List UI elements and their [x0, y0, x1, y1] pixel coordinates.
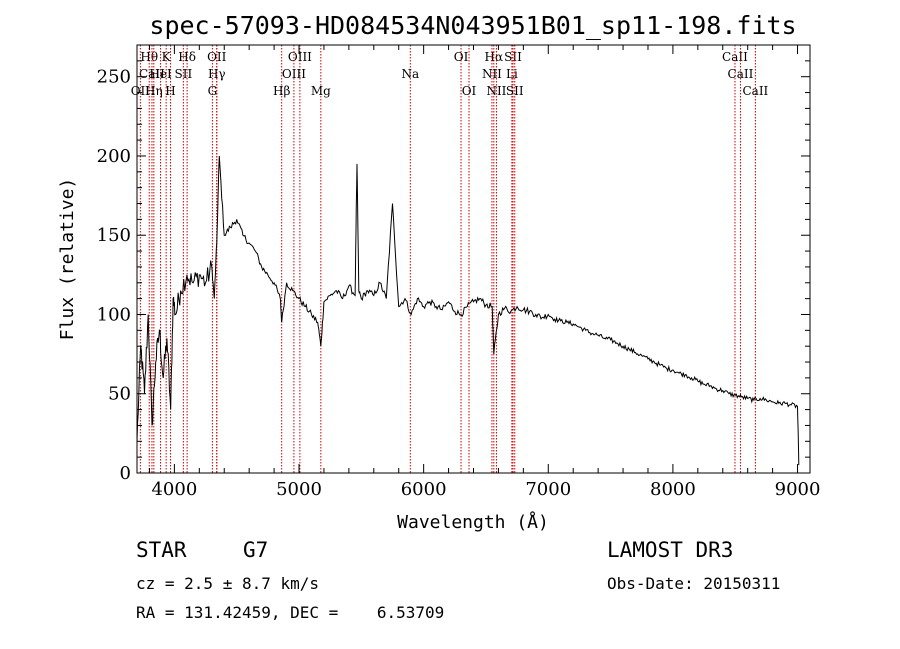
survey-name: LAMOST DR3 [607, 538, 734, 562]
spectral-line-label: HeI [149, 67, 172, 81]
x-tick-label: 4000 [151, 479, 197, 500]
spectral-line-label: SII [504, 50, 522, 64]
spectral-line-label: Hθ [140, 50, 158, 64]
flux-series-line [136, 155, 800, 466]
subclass: G7 [243, 538, 269, 562]
object-type: STAR [136, 538, 187, 562]
x-tick-label: 5000 [276, 479, 322, 500]
x-axis-label: Wavelength (Å) [397, 511, 549, 533]
x-tick-label: 8000 [650, 479, 696, 500]
axis-ticks-layer: 4000 5000 6000 7000 8000 9000 0 50 100 150 200 250 [97, 45, 821, 500]
spectral-line-label: OIII [288, 50, 312, 64]
spectral-line-label: Na [401, 67, 419, 81]
x-tick-label: 6000 [401, 479, 447, 500]
spectral-line-label: G [208, 84, 218, 98]
plot-frame [136, 44, 811, 474]
spectral-line-label: Hη [145, 84, 163, 98]
coordinates: RA = 131.42459, DEC = 6.53709 [136, 603, 445, 622]
spectral-line-label: SII [506, 84, 524, 98]
spectral-line-label: CaII [728, 67, 754, 81]
spectral-line-label: CaII [722, 50, 748, 64]
spectral-line-label: K [162, 50, 172, 64]
spectral-line-label: H [165, 84, 175, 98]
x-tick-label: 7000 [525, 479, 571, 500]
x-tick-label: 9000 [775, 479, 821, 500]
spectral-line-label: SII [175, 67, 193, 81]
y-tick-label: 50 [108, 384, 131, 405]
spectral-line-label: NII [482, 67, 502, 81]
y-tick-label: 250 [97, 67, 131, 88]
spectral-line-label: OIII [282, 67, 306, 81]
y-tick-label: 200 [97, 146, 131, 167]
spectral-line-label: Hβ [273, 84, 290, 98]
y-axis-label: Flux (relative) [57, 178, 78, 341]
y-tick-label: 100 [97, 304, 131, 325]
spectral-line-label: Mg [311, 84, 331, 98]
spectral-line-label: Hδ [178, 50, 196, 64]
spectral-line-label: OI [462, 84, 477, 98]
spectral-line-label: Hγ [208, 67, 226, 81]
chart-title: spec-57093-HD084534N043951B01_sp11-198.f… [149, 11, 796, 40]
spectral-line-label: CaII [139, 67, 165, 81]
redshift-text: cz = 2.5 ± 8.7 km/s [136, 574, 320, 593]
spectral-line-label: Hα [485, 50, 504, 64]
spectral-line-label: CaII [742, 84, 768, 98]
obs-date: Obs-Date: 20150311 [607, 574, 781, 593]
series-layer [136, 155, 800, 466]
y-tick-label: 0 [120, 463, 131, 484]
y-tick-label: 150 [97, 225, 131, 246]
spectral-line-label: Li [506, 67, 518, 81]
spectral-line-label: OI [454, 50, 469, 64]
spectral-line-label: NII [486, 84, 506, 98]
spectral-line-label: OII [131, 84, 151, 98]
